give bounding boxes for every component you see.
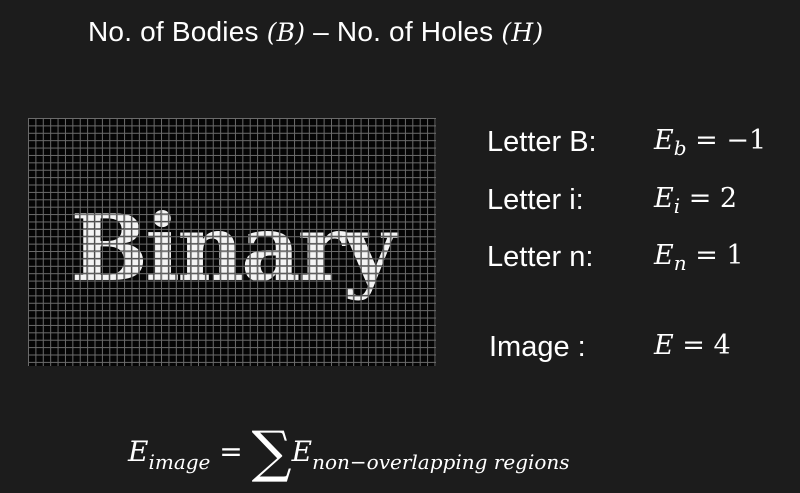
equation-i: Ei = 2	[654, 183, 738, 218]
binary-pixel-image: Binary 1.6	[28, 118, 436, 366]
title-prefix: No. of Bodies	[88, 16, 267, 47]
formula-rhs-sub: non−overlapping regions	[312, 450, 570, 474]
equation-n: En = 1	[654, 240, 744, 275]
row-label-b: Letter B:	[487, 126, 597, 158]
sum-formula: Eimage = ∑Enon−overlapping regions	[128, 420, 570, 485]
row-label-image: Image :	[489, 331, 586, 363]
formula-rhs-var: E	[291, 435, 313, 468]
binary-word-render: Binary	[70, 194, 402, 302]
slide-title: No. of Bodies (B) – No. of Holes (H)	[88, 16, 543, 48]
row-label-i: Letter i:	[487, 184, 584, 216]
formula-equals: =	[219, 435, 243, 468]
formula-lhs-sub: image	[148, 450, 211, 474]
equation-image: E = 4	[654, 330, 731, 361]
row-label-n: Letter n:	[487, 241, 594, 273]
equation-b: Eb = −1	[654, 125, 767, 160]
holes-symbol: (H)	[501, 18, 544, 47]
sigma-symbol: ∑	[251, 420, 292, 485]
bodies-symbol: (B)	[266, 18, 306, 47]
formula-lhs-var: E	[128, 435, 149, 468]
binary-word: Binary	[70, 194, 399, 302]
title-middle: – No. of Holes	[305, 16, 502, 47]
